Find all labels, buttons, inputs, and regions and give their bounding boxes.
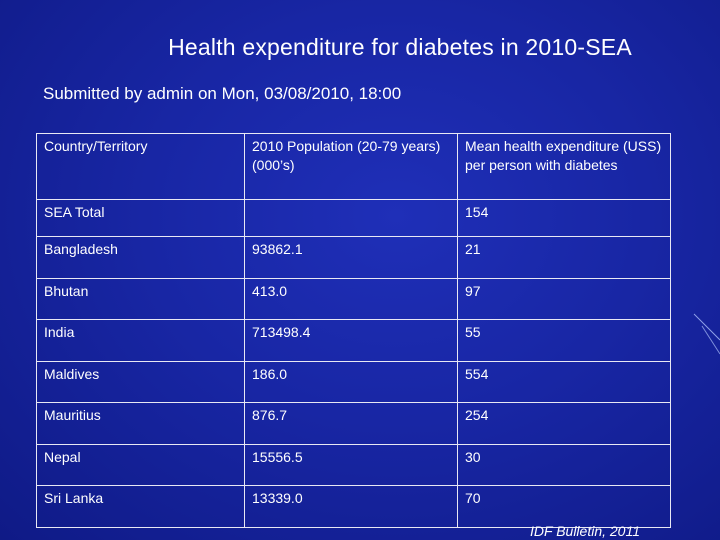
submission-info: Submitted by admin on Mon, 03/08/2010, 1…: [43, 84, 402, 103]
header-country: Country/Territory: [36, 133, 245, 200]
cell-population: 15556.5: [244, 443, 458, 486]
decorative-line: [701, 325, 720, 355]
header-population: 2010 Population (20-79 years)(000’s): [244, 133, 458, 200]
cell-expenditure: 70: [457, 485, 671, 528]
cell-expenditure: 254: [457, 402, 671, 445]
cell-population: 413.0: [244, 277, 458, 320]
header-expenditure: Mean health expenditure (USS) per person…: [457, 133, 671, 200]
cell-expenditure: 55: [457, 319, 671, 362]
table-row: Sri Lanka 13339.0 70: [36, 485, 671, 528]
table-row: Nepal 15556.5 30: [36, 443, 671, 486]
slide-title: Health expenditure for diabetes in 2010-…: [168, 34, 632, 60]
cell-population: 713498.4: [244, 319, 458, 362]
cell-population: 876.7: [244, 402, 458, 445]
table-row: Maldives 186.0 554: [36, 360, 671, 403]
cell-country: SEA Total: [36, 199, 245, 237]
cell-country: Bangladesh: [36, 236, 245, 279]
health-expenditure-table: Country/Territory 2010 Population (20-79…: [36, 133, 671, 528]
cell-population: 186.0: [244, 360, 458, 403]
cell-country: India: [36, 319, 245, 362]
cell-country: Sri Lanka: [36, 485, 245, 528]
cell-country: Maldives: [36, 360, 245, 403]
table-header-row: Country/Territory 2010 Population (20-79…: [36, 133, 671, 200]
cell-population: 93862.1: [244, 236, 458, 279]
cell-country: Mauritius: [36, 402, 245, 445]
cell-population: 13339.0: [244, 485, 458, 528]
table-row: Mauritius 876.7 254: [36, 402, 671, 445]
cell-expenditure: 554: [457, 360, 671, 403]
cell-country: Bhutan: [36, 277, 245, 320]
cell-country: Nepal: [36, 443, 245, 486]
cell-expenditure: 21: [457, 236, 671, 279]
cell-expenditure: 154: [457, 199, 671, 237]
cell-expenditure: 97: [457, 277, 671, 320]
cell-population: [244, 199, 458, 237]
source-citation: IDF Bulletin, 2011: [530, 523, 640, 539]
table-row: Bangladesh 93862.1 21: [36, 236, 671, 279]
table-row: India 713498.4 55: [36, 319, 671, 362]
decorative-lines: [693, 313, 720, 355]
table-row: Bhutan 413.0 97: [36, 277, 671, 320]
decorative-line: [693, 313, 720, 341]
cell-expenditure: 30: [457, 443, 671, 486]
table-row: SEA Total 154: [36, 199, 671, 237]
